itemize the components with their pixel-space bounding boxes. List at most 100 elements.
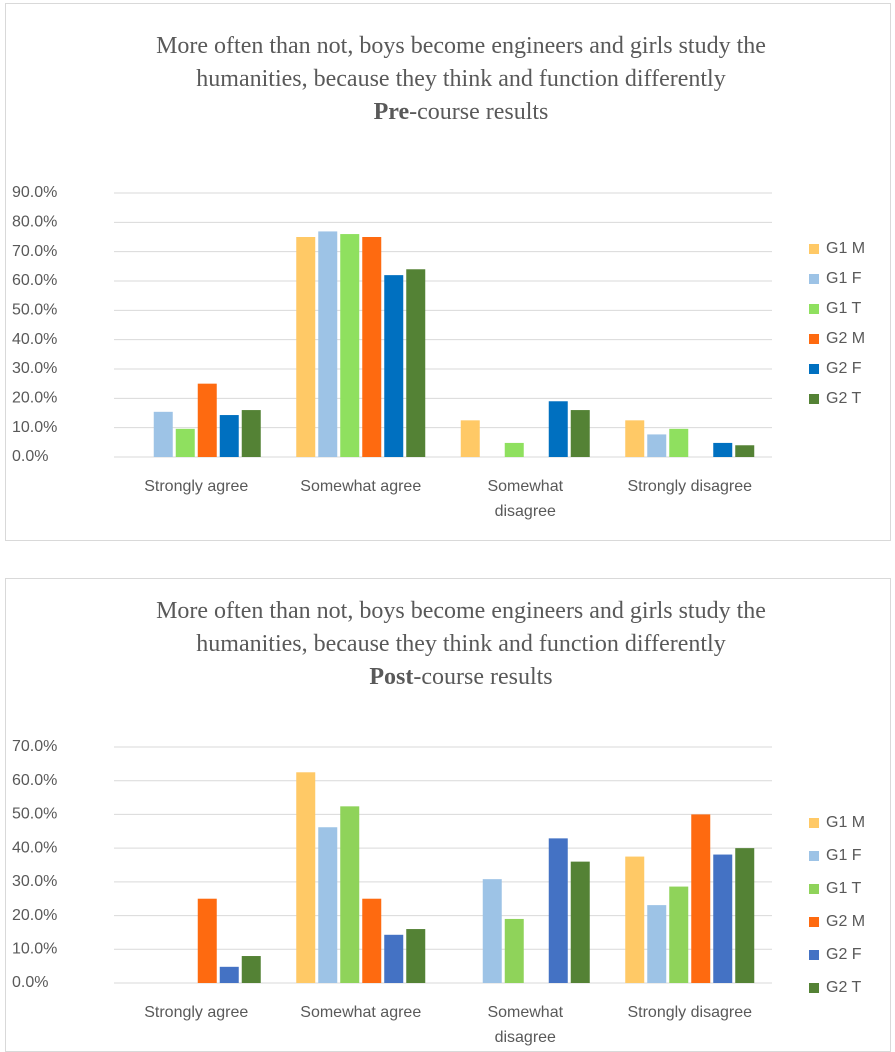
bar (340, 806, 360, 983)
y-tick-label: 60.0% (12, 772, 57, 789)
bar (197, 898, 217, 983)
x-tick-label: Somewhat disagree (487, 1004, 563, 1046)
legend-swatch (809, 884, 819, 894)
bar (570, 861, 590, 983)
legend-label: G2 T (826, 390, 862, 407)
bar (406, 269, 426, 457)
y-tick-label: 40.0% (12, 839, 57, 856)
bar (296, 237, 316, 457)
bar (669, 886, 689, 983)
x-tick-label: Strongly disagree (627, 478, 752, 495)
legend-label: G1 T (826, 880, 862, 897)
x-tick-label: Strongly disagree (627, 1004, 752, 1021)
x-tick-label: Strongly agree (144, 1004, 248, 1021)
bar (482, 879, 502, 983)
y-tick-label: 80.0% (12, 214, 57, 231)
bar (548, 838, 568, 983)
y-tick-label: 50.0% (12, 302, 57, 319)
bar (625, 420, 645, 457)
legend-label: G2 T (826, 979, 862, 996)
bar (691, 814, 711, 983)
bar (175, 428, 195, 457)
y-tick-label: 60.0% (12, 272, 57, 289)
bar (647, 434, 667, 457)
y-tick-label: 10.0% (12, 941, 57, 958)
y-tick-label: 90.0% (12, 184, 57, 201)
subtitle-bold: Pre (373, 99, 410, 125)
y-tick-label: 40.0% (12, 331, 57, 348)
bar (318, 231, 338, 457)
bar (362, 237, 382, 457)
bar (504, 442, 524, 457)
chart-title: More often than not, boys become enginee… (156, 598, 766, 657)
bar (713, 442, 733, 457)
bar (197, 383, 217, 457)
y-tick-label: 30.0% (12, 360, 57, 377)
subtitle-rest: -course results (413, 664, 553, 690)
bar (713, 854, 733, 983)
chart: 0.0% 10.0% 20.0% 30.0% 40.0% 50.0% 60.0% 70.0% 8… (12, 184, 865, 520)
y-tick-label: 10.0% (12, 419, 57, 436)
bar (625, 856, 645, 983)
legend-swatch (809, 394, 819, 404)
bar (340, 234, 360, 457)
bar (219, 966, 239, 983)
x-tick-label: Strongly agree (144, 478, 248, 495)
bar (362, 898, 382, 983)
legend-label: G1 T (826, 300, 862, 317)
legend-swatch (809, 917, 819, 927)
bar (219, 415, 239, 457)
chart-panel: More often than not, boys become enginee… (5, 578, 891, 1052)
legend-label: G2 F (826, 946, 862, 963)
legend-label: G1 M (826, 814, 865, 831)
y-tick-label: 70.0% (12, 738, 57, 755)
bar (384, 275, 404, 457)
legend-swatch (809, 950, 819, 960)
legend-swatch (809, 851, 819, 861)
y-tick-label: 50.0% (12, 806, 57, 823)
chart-title-block: More often than not, boys become enginee… (121, 595, 801, 694)
legend-label: G2 M (826, 913, 865, 930)
y-tick-label: 70.0% (12, 243, 57, 260)
y-tick-label: 20.0% (12, 907, 57, 924)
legend-swatch (809, 364, 819, 374)
y-tick-label: 0.0% (12, 448, 48, 465)
x-tick-label: Somewhat disagree (487, 478, 563, 520)
x-tick-label: Somewhat agree (300, 478, 421, 495)
chart-title-block: More often than not, boys become enginee… (121, 30, 801, 129)
x-tick-label: Somewhat agree (300, 1004, 421, 1021)
bar (735, 445, 755, 457)
legend-label: G2 F (826, 360, 862, 377)
y-tick-label: 0.0% (12, 974, 48, 991)
chart-panel: More often than not, boys become enginee… (5, 3, 891, 541)
bar (296, 772, 316, 983)
bar (735, 848, 755, 983)
y-tick-label: 20.0% (12, 390, 57, 407)
legend-label: G2 M (826, 330, 865, 347)
subtitle-rest: -course results (409, 99, 549, 125)
bar (384, 934, 404, 983)
legend-swatch (809, 304, 819, 314)
legend-swatch (809, 334, 819, 344)
chart-subtitle: Post-course results (121, 661, 801, 694)
chart-title: More often than not, boys become enginee… (156, 33, 766, 92)
bar (647, 905, 667, 983)
bar (504, 918, 524, 983)
chart-subtitle: Pre-course results (121, 96, 801, 129)
bar (153, 411, 173, 457)
y-tick-label: 30.0% (12, 873, 57, 890)
chart: 0.0% 10.0% 20.0% 30.0% 40.0% 50.0% 60.0% 70.0% S… (12, 738, 865, 1046)
bar (548, 401, 568, 457)
legend-label: G1 M (826, 240, 865, 257)
subtitle-bold: Post (369, 664, 414, 690)
bar (406, 929, 426, 983)
legend-label: G1 F (826, 270, 862, 287)
bar (241, 410, 261, 457)
bar (460, 420, 480, 457)
bar (669, 428, 689, 457)
legend-swatch (809, 983, 819, 993)
legend-label: G1 F (826, 847, 862, 864)
legend-swatch (809, 818, 819, 828)
legend-swatch (809, 244, 819, 254)
